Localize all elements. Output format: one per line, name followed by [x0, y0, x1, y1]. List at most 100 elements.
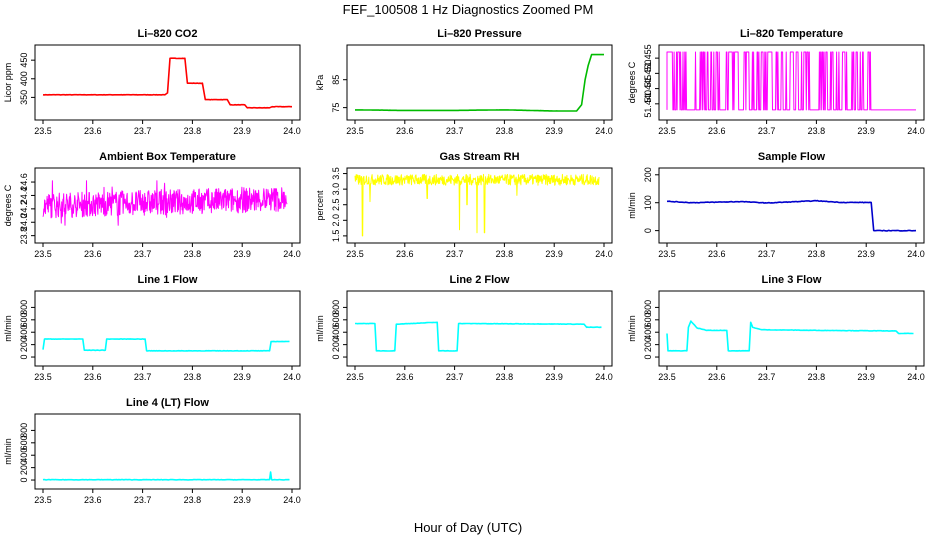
y-tick-label: 200 — [643, 337, 653, 352]
series-line — [42, 338, 290, 352]
y-tick-label: 0 — [331, 355, 341, 360]
x-tick-label: 24.0 — [283, 495, 301, 505]
chart-title: Line 3 Flow — [762, 274, 822, 286]
y-tick-label: 75 — [331, 103, 341, 113]
x-tick-label: 23.7 — [758, 126, 776, 136]
x-tick-label: 24.0 — [907, 249, 925, 259]
x-tick-label: 23.6 — [708, 372, 726, 382]
chart-panel-10: Line 4 (LT) Flow ml/min 23.5 23.6 23.7 23.8 23… — [3, 397, 301, 505]
x-tick-label: 23.5 — [34, 126, 52, 136]
chart-panel-1: Li–820 CO2 Licor ppm 23.5 23.6 23.7 23.8 23.9 2… — [3, 28, 301, 136]
y-tick-label: 0 — [19, 478, 29, 483]
plot-frame — [658, 44, 925, 121]
y-tick-label: 400 — [19, 71, 29, 86]
y-tick-label: 200 — [19, 460, 29, 475]
x-tick-label: 23.9 — [545, 372, 563, 382]
y-tick-label: 3.0 — [331, 183, 341, 196]
x-tick-label: 23.8 — [496, 249, 514, 259]
y-tick-label: 600 — [643, 312, 653, 327]
y-tick-label: 200 — [19, 337, 29, 352]
x-tick-label: 23.6 — [84, 372, 102, 382]
y-tick-label: 400 — [331, 325, 341, 340]
y-tick-label: 51.455 — [643, 44, 653, 72]
y-tick-label: 24.6 — [19, 173, 29, 191]
x-tick-label: 23.7 — [446, 126, 464, 136]
y-axis-label: degrees C — [3, 184, 13, 226]
chart-panel-7: Line 1 Flow ml/min 23.5 23.6 23.7 23.8 23.9 24.… — [3, 274, 301, 382]
y-tick-label: 400 — [19, 448, 29, 463]
chart-title: Line 1 Flow — [138, 274, 198, 286]
chart-title: Li–820 Pressure — [437, 28, 521, 40]
x-tick-label: 23.9 — [233, 249, 251, 259]
x-tick-label: 23.8 — [184, 249, 202, 259]
x-tick-label: 24.0 — [283, 249, 301, 259]
x-tick-label: 23.6 — [708, 126, 726, 136]
x-tick-label: 23.8 — [184, 126, 202, 136]
x-tick-label: 24.0 — [283, 372, 301, 382]
y-tick-label: 24.2 — [19, 200, 29, 218]
x-tick-label: 23.8 — [808, 249, 826, 259]
x-tick-label: 23.8 — [808, 372, 826, 382]
x-tick-label: 23.7 — [758, 372, 776, 382]
chart-title: Sample Flow — [758, 151, 826, 163]
chart-panel-9: Line 3 Flow ml/min 23.5 23.6 23.7 23.8 23.9 24.… — [627, 274, 925, 382]
chart-title: Gas Stream RH — [439, 151, 519, 163]
x-tick-label: 23.8 — [184, 495, 202, 505]
figure-x-axis-label: Hour of Day (UTC) — [414, 520, 522, 535]
x-tick-label: 23.7 — [134, 249, 152, 259]
y-tick-label: 350 — [19, 90, 29, 105]
y-tick-label: 800 — [331, 300, 341, 315]
y-axis-label: ml/min — [627, 192, 637, 219]
y-tick-label: 600 — [331, 312, 341, 327]
plot-frame — [34, 290, 301, 367]
x-tick-label: 23.9 — [857, 249, 875, 259]
series-line — [666, 51, 916, 111]
x-tick-label: 23.7 — [134, 495, 152, 505]
y-tick-label: 1.5 — [331, 230, 341, 243]
x-tick-label: 23.6 — [396, 126, 414, 136]
x-tick-label: 23.9 — [233, 372, 251, 382]
y-axis-label: ml/min — [627, 315, 637, 342]
x-tick-label: 23.6 — [84, 495, 102, 505]
plot-frame — [34, 413, 301, 490]
chart-title: Li–820 CO2 — [138, 28, 198, 40]
x-tick-label: 23.5 — [658, 126, 676, 136]
x-tick-label: 23.7 — [134, 126, 152, 136]
series-line — [42, 180, 288, 226]
x-tick-label: 23.9 — [545, 126, 563, 136]
x-tick-label: 23.8 — [808, 126, 826, 136]
x-tick-label: 23.9 — [233, 126, 251, 136]
plot-frame — [346, 290, 613, 367]
y-tick-label: 2.5 — [331, 198, 341, 211]
y-tick-label: 800 — [19, 300, 29, 315]
chart-title: Line 2 Flow — [450, 274, 510, 286]
x-tick-label: 23.5 — [346, 126, 364, 136]
x-tick-label: 23.9 — [857, 372, 875, 382]
x-tick-label: 23.5 — [34, 495, 52, 505]
x-tick-label: 23.6 — [708, 249, 726, 259]
y-tick-label: 51.440 — [643, 90, 653, 118]
x-tick-label: 23.6 — [396, 249, 414, 259]
y-tick-label: 200 — [643, 167, 653, 182]
x-tick-label: 23.6 — [84, 249, 102, 259]
series-line — [42, 471, 290, 481]
x-tick-label: 23.7 — [446, 249, 464, 259]
series-line — [666, 320, 914, 352]
x-tick-label: 24.0 — [907, 126, 925, 136]
figure-title: FEF_100508 1 Hz Diagnostics Zoomed PM — [343, 2, 594, 17]
plot-frame — [346, 167, 613, 244]
y-tick-label: 2.0 — [331, 214, 341, 227]
chart-panel-3: Li–820 Temperature degrees C 23.5 23.6 23.7 2… — [627, 28, 925, 136]
y-tick-label: 24.0 — [19, 213, 29, 231]
chart-panel-6: Sample Flow ml/min 23.5 23.6 23.7 23.8 23.9 24.… — [627, 151, 925, 259]
x-tick-label: 23.5 — [346, 249, 364, 259]
x-tick-label: 23.5 — [34, 249, 52, 259]
x-tick-label: 24.0 — [595, 126, 613, 136]
y-tick-label: 800 — [643, 300, 653, 315]
x-tick-label: 24.0 — [595, 372, 613, 382]
y-axis-label: Licor ppm — [3, 63, 13, 103]
x-tick-label: 24.0 — [595, 249, 613, 259]
y-axis-label: ml/min — [3, 438, 13, 465]
x-tick-label: 23.7 — [446, 372, 464, 382]
